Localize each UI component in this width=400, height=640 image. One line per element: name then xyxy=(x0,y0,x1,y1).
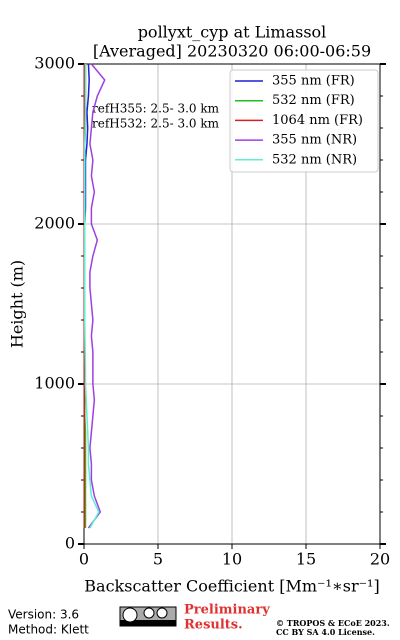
legend-label: 355 nm (NR) xyxy=(272,133,357,148)
chart-title: [Averaged] 20230320 06:00-06:59 xyxy=(93,42,371,61)
x-tick-label: 0 xyxy=(79,550,89,569)
annotation: refH355: 2.5- 3.0 km xyxy=(92,102,220,116)
x-tick-label: 20 xyxy=(370,550,390,569)
preliminary: Preliminary xyxy=(184,603,270,618)
legend-label: 532 nm (FR) xyxy=(272,93,355,108)
legend-label: 532 nm (NR) xyxy=(272,152,357,167)
y-tick-label: 2000 xyxy=(34,214,75,233)
x-axis-label: Backscatter Coefficient [Mm⁻¹∗sr⁻¹] xyxy=(84,577,379,596)
preliminary: Results. xyxy=(184,618,243,633)
y-axis-label: Height (m) xyxy=(8,260,27,348)
x-tick-label: 5 xyxy=(153,550,163,569)
x-tick-label: 15 xyxy=(296,550,316,569)
y-tick-label: 1000 xyxy=(34,374,75,393)
legend-label: 355 nm (FR) xyxy=(272,74,355,89)
data-line xyxy=(83,64,100,529)
method: Method: Klett xyxy=(8,623,89,637)
version: Version: 3.6 xyxy=(8,608,79,622)
chart-title: pollyxt_cyp at Limassol xyxy=(138,23,327,42)
legend-label: 1064 nm (FR) xyxy=(272,113,363,128)
data-line xyxy=(87,63,106,529)
y-tick-label: 0 xyxy=(65,534,75,553)
legend-box xyxy=(229,69,379,173)
y-tick-label: 3000 xyxy=(34,54,75,73)
license: © TROPOS & ECoE 2023. xyxy=(276,618,390,628)
cc-logo xyxy=(119,606,177,627)
license: CC BY SA 4.0 License. xyxy=(276,627,375,637)
annotation: refH532: 2.5- 3.0 km xyxy=(92,117,220,131)
x-tick-label: 10 xyxy=(222,550,242,569)
